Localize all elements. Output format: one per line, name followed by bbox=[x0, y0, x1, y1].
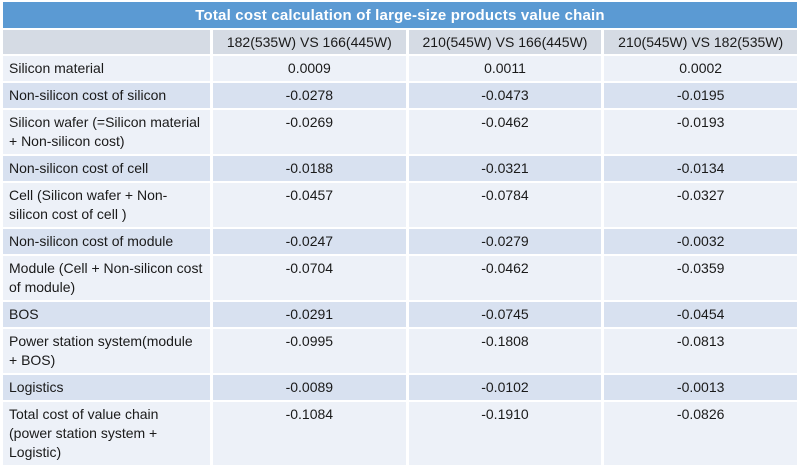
table-row: Silicon wafer (=Silicon material + Non-s… bbox=[3, 110, 797, 154]
value-cell: -0.0745 bbox=[408, 302, 602, 327]
value-cell: -0.0247 bbox=[213, 229, 406, 254]
value-cell: 0.0009 bbox=[213, 56, 406, 81]
value-cell: -0.0462 bbox=[408, 110, 602, 154]
value-cell: -0.1808 bbox=[408, 329, 602, 373]
value-cell: -0.0784 bbox=[408, 183, 602, 227]
row-label-cell: Non-silicon cost of silicon bbox=[3, 83, 210, 108]
table-row: Silicon material 0.0009 0.0011 0.0002 bbox=[3, 56, 797, 81]
column-header-empty bbox=[3, 30, 210, 54]
row-label-cell: Silicon wafer (=Silicon material + Non-s… bbox=[3, 110, 210, 154]
value-cell: -0.0032 bbox=[604, 229, 797, 254]
value-cell: -0.0473 bbox=[408, 83, 602, 108]
table-row: Total cost of value chain (power station… bbox=[3, 402, 797, 465]
value-cell: -0.0102 bbox=[408, 375, 602, 400]
column-header-182-vs-166: 182(535W) VS 166(445W) bbox=[213, 30, 406, 54]
row-label-cell: Logistics bbox=[3, 375, 210, 400]
table-row: Non-silicon cost of module -0.0247 -0.02… bbox=[3, 229, 797, 254]
value-cell: -0.0454 bbox=[604, 302, 797, 327]
row-label-cell: Power station system(module + BOS) bbox=[3, 329, 210, 373]
table-title: Total cost calculation of large-size pro… bbox=[3, 2, 797, 28]
table-title-row: Total cost calculation of large-size pro… bbox=[3, 2, 797, 28]
value-cell: -0.0193 bbox=[604, 110, 797, 154]
value-cell: -0.0826 bbox=[604, 402, 797, 465]
row-label-cell: BOS bbox=[3, 302, 210, 327]
value-cell: -0.0321 bbox=[408, 156, 602, 181]
column-header-210-vs-166: 210(545W) VS 166(445W) bbox=[408, 30, 602, 54]
row-label-cell: Non-silicon cost of cell bbox=[3, 156, 210, 181]
value-cell: -0.1084 bbox=[213, 402, 406, 465]
value-cell: -0.0278 bbox=[213, 83, 406, 108]
value-cell: -0.0013 bbox=[604, 375, 797, 400]
table-row: Non-silicon cost of cell -0.0188 -0.0321… bbox=[3, 156, 797, 181]
value-cell: -0.0995 bbox=[213, 329, 406, 373]
table-row: BOS -0.0291 -0.0745 -0.0454 bbox=[3, 302, 797, 327]
value-cell: -0.0089 bbox=[213, 375, 406, 400]
value-cell: -0.0188 bbox=[213, 156, 406, 181]
table-row: Module (Cell + Non-silicon cost of modul… bbox=[3, 256, 797, 300]
column-header-210-vs-182: 210(545W) VS 182(535W) bbox=[604, 30, 797, 54]
value-cell: 0.0011 bbox=[408, 56, 602, 81]
value-cell: -0.0291 bbox=[213, 302, 406, 327]
value-cell: -0.0359 bbox=[604, 256, 797, 300]
row-label-cell: Cell (Silicon wafer + Non-silicon cost o… bbox=[3, 183, 210, 227]
table-row: Logistics -0.0089 -0.0102 -0.0013 bbox=[3, 375, 797, 400]
value-cell: -0.0462 bbox=[408, 256, 602, 300]
table-body: Silicon material 0.0009 0.0011 0.0002 No… bbox=[3, 56, 797, 465]
row-label-cell: Silicon material bbox=[3, 56, 210, 81]
value-cell: -0.0457 bbox=[213, 183, 406, 227]
value-cell: -0.0327 bbox=[604, 183, 797, 227]
value-cell: -0.0195 bbox=[604, 83, 797, 108]
value-cell: -0.0134 bbox=[604, 156, 797, 181]
column-header-row: 182(535W) VS 166(445W) 210(545W) VS 166(… bbox=[3, 30, 797, 54]
value-cell: -0.0813 bbox=[604, 329, 797, 373]
value-cell: -0.0704 bbox=[213, 256, 406, 300]
row-label-cell: Module (Cell + Non-silicon cost of modul… bbox=[3, 256, 210, 300]
value-cell: 0.0002 bbox=[604, 56, 797, 81]
table-row: Non-silicon cost of silicon -0.0278 -0.0… bbox=[3, 83, 797, 108]
value-cell: -0.1910 bbox=[408, 402, 602, 465]
row-label-cell: Non-silicon cost of module bbox=[3, 229, 210, 254]
value-cell: -0.0269 bbox=[213, 110, 406, 154]
value-cell: -0.0279 bbox=[408, 229, 602, 254]
table-row: Power station system(module + BOS) -0.09… bbox=[3, 329, 797, 373]
table-row: Cell (Silicon wafer + Non-silicon cost o… bbox=[3, 183, 797, 227]
row-label-cell: Total cost of value chain (power station… bbox=[3, 402, 210, 465]
